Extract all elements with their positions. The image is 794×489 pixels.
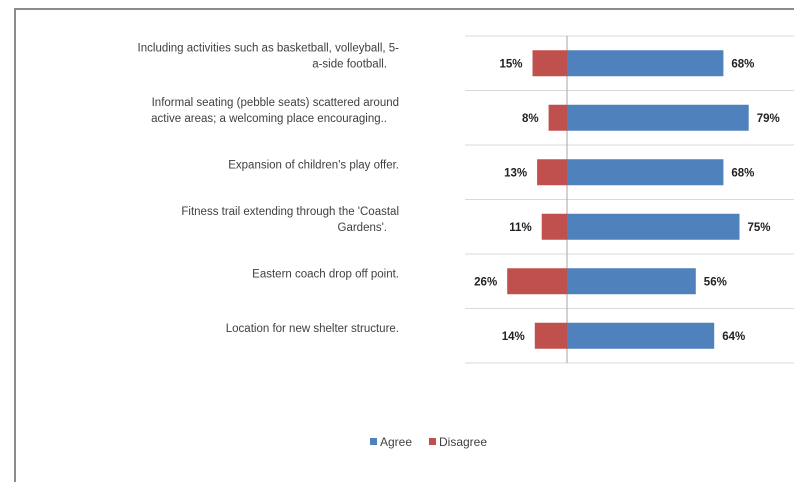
category-label: a-side football.: [312, 58, 387, 70]
bars-layer: [507, 50, 749, 349]
bar-disagree: [541, 213, 567, 240]
category-label: Gardens'.: [338, 222, 388, 234]
data-label-agree: 64%: [722, 331, 745, 343]
category-label: Location for new shelter structure.: [226, 323, 399, 335]
data-label-disagree: 14%: [502, 331, 525, 343]
bar-agree: [567, 159, 724, 186]
category-label: active areas; a welcoming place encourag…: [151, 113, 387, 125]
data-label-agree: 68%: [731, 58, 754, 70]
legend-swatch-agree: [370, 438, 377, 445]
data-label-disagree: 26%: [474, 276, 497, 288]
bar-agree: [567, 322, 715, 349]
grid-layer: [465, 35, 794, 364]
data-label-agree: 68%: [731, 167, 754, 179]
category-label: Fitness trail extending through the 'Coa…: [181, 206, 399, 218]
labels-layer: 15% 68% Including activities such as baske…: [138, 42, 780, 343]
data-label-agree: 75%: [748, 222, 771, 234]
legend-label-agree: Agree: [380, 435, 412, 449]
category-label: Informal seating (pebble seats) scattere…: [152, 97, 399, 109]
bar-agree: [567, 213, 740, 240]
legend-swatch-disagree: [429, 438, 436, 445]
bar-disagree: [537, 159, 567, 186]
data-label-disagree: 11%: [509, 222, 531, 234]
bar-agree: [567, 50, 724, 77]
data-label-disagree: 15%: [499, 58, 522, 70]
chart-svg: 15% 68% Including activities such as baske…: [138, 35, 794, 449]
data-label-agree: 56%: [704, 276, 727, 288]
bar-disagree: [534, 322, 567, 349]
chart-frame: 15% 68% Including activities such as baske…: [14, 8, 794, 482]
bar-disagree: [548, 104, 567, 131]
category-label: Eastern coach drop off point.: [252, 268, 399, 280]
category-label: Including activities such as basketball,…: [138, 42, 400, 54]
category-label: Expansion of children's play offer.: [228, 159, 399, 171]
bar-agree: [567, 268, 696, 295]
data-label-disagree: 8%: [522, 113, 539, 125]
legend: Agree Disagree: [370, 435, 487, 449]
legend-label-disagree: Disagree: [439, 435, 487, 449]
data-label-disagree: 13%: [504, 167, 527, 179]
data-label-agree: 79%: [757, 113, 780, 125]
bar-disagree: [507, 268, 567, 295]
bar-agree: [567, 104, 749, 131]
bar-disagree: [532, 50, 567, 77]
